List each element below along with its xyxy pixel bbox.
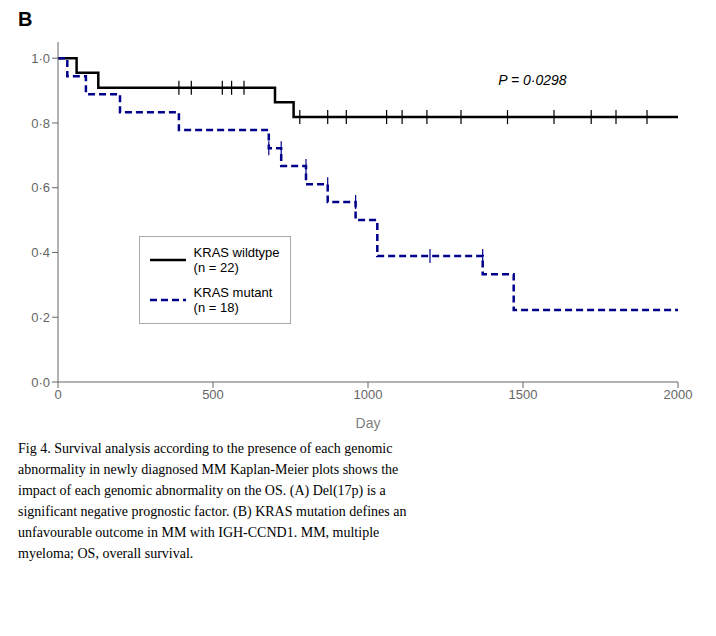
- html-text:KRAS mutant (n = 18): KRAS mutant (n = 18): [193, 284, 273, 315]
- svg-text:0·4: 0·4: [31, 245, 50, 260]
- html-text:B: B: [18, 8, 33, 30]
- html-text:KRAS wildtype (n = 22): KRAS wildtype (n = 22): [193, 244, 280, 275]
- svg-text:0·6: 0·6: [31, 180, 50, 195]
- svg-text:1500: 1500: [509, 387, 538, 402]
- svg-text:500: 500: [202, 387, 224, 402]
- svg-text:Day: Day: [356, 415, 381, 431]
- html-text:impact of each genomic abnorma: impact of each genomic abnormality on th…: [18, 483, 386, 498]
- html-text:Fig 4. Survival analysis accor: Fig 4. Survival analysis according to th…: [18, 441, 393, 456]
- html-text:myeloma; OS, overall survival.: myeloma; OS, overall survival.: [18, 546, 194, 561]
- svg-text:0·8: 0·8: [31, 116, 50, 131]
- svg-text:1000: 1000: [354, 387, 383, 402]
- svg-text:2000: 2000: [664, 387, 693, 402]
- svg-text:0·2: 0·2: [31, 310, 50, 325]
- svg-text:1·0: 1·0: [31, 51, 50, 66]
- svg-text:0: 0: [54, 387, 61, 402]
- html-text:unfavourable outcome in MM wit: unfavourable outcome in MM with IGH-CCND…: [18, 525, 380, 540]
- svg-text:P = 0·0298: P = 0·0298: [498, 72, 567, 88]
- html-text:significant negative prognosti: significant negative prognostic factor. …: [18, 504, 407, 519]
- svg-text:0·0: 0·0: [31, 375, 50, 390]
- html-text:abnormality in newly diagnosed: abnormality in newly diagnosed MM Kaplan…: [18, 462, 399, 477]
